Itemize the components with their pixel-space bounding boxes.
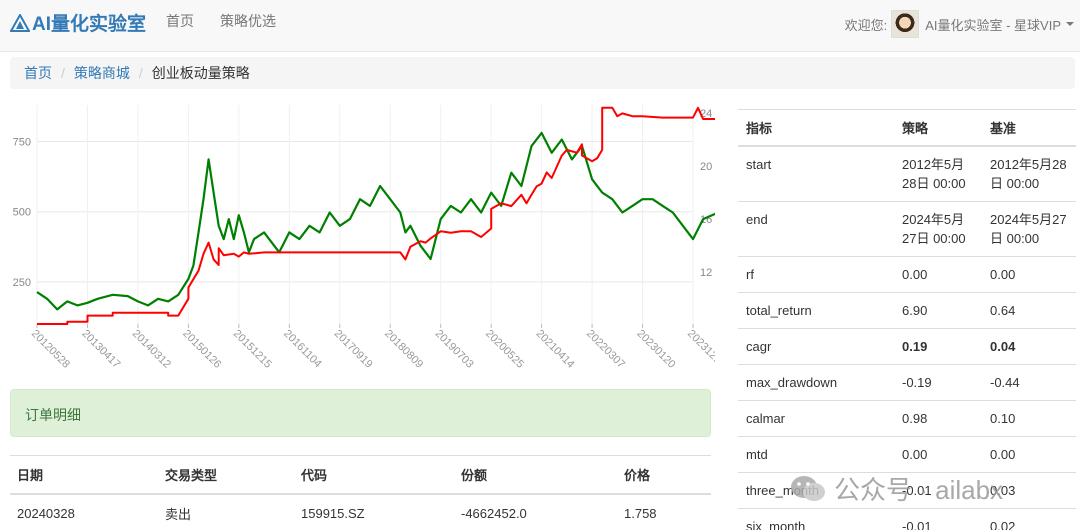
table-row: end 2024年5月27日 00:00 2024年5月27日 00:00: [738, 201, 1076, 257]
order-shares: -4662452.0: [454, 494, 617, 530]
metric-benchmark: 0.64: [982, 292, 1076, 329]
metric-name: mtd: [738, 436, 894, 473]
metrics-col-strategy: 策略: [894, 109, 982, 147]
brand[interactable]: AI量化实验室: [10, 9, 146, 36]
metric-name: max_drawdown: [738, 364, 894, 401]
x-tick-label: 20161104: [281, 328, 324, 371]
breadcrumb-current: 创业板动量策略: [151, 65, 250, 81]
breadcrumb: 首页 / 策略商城 / 创业板动量策略: [10, 57, 1075, 89]
x-tick-label: 20151215: [231, 328, 274, 371]
watermark-text: 公众号 · ailabx: [834, 475, 1004, 505]
metric-name: start: [738, 145, 894, 202]
orders-col-type: 交易类型: [158, 455, 294, 495]
right-tick-label: 12: [700, 267, 712, 279]
x-tick-label: 20230120: [634, 328, 677, 371]
table-row: cagr 0.19 0.04: [738, 328, 1076, 365]
metric-benchmark: 0.04: [982, 328, 1076, 365]
x-tick-label: 20231213: [685, 328, 715, 371]
table-row: rf 0.00 0.00: [738, 256, 1076, 293]
metric-benchmark: 0.10: [982, 400, 1076, 437]
x-tick-label: 20220307: [584, 328, 627, 371]
user-menu[interactable]: 欢迎您: AI量化实验室 - 星球VIP: [845, 10, 1074, 38]
right-tick-label: 20: [700, 161, 712, 173]
left-tick-label: 750: [13, 137, 31, 149]
breadcrumb-store[interactable]: 策略商城: [73, 65, 130, 81]
orders-alert-text: 订单明细: [25, 407, 81, 423]
x-tick-label: 20200525: [483, 328, 526, 371]
order-code: 159915.SZ: [294, 494, 454, 530]
welcome-label: 欢迎您:: [844, 17, 888, 33]
metric-name: rf: [738, 256, 894, 293]
order-date: 20240328: [10, 494, 158, 530]
strategy-series-line: [37, 106, 715, 325]
left-tick-label: 500: [13, 207, 31, 219]
metric-strategy: 6.90: [894, 292, 982, 329]
metric-benchmark: 2012年5月28日 00:00: [982, 145, 1076, 202]
table-row: calmar 0.98 0.10: [738, 400, 1076, 437]
wechat-icon: [791, 475, 825, 501]
brand-label: AI量化实验室: [32, 14, 147, 35]
metric-benchmark: -0.44: [982, 364, 1076, 401]
table-row: six_month -0.01 0.02: [738, 508, 1076, 530]
x-tick-label: 20190703: [433, 328, 476, 371]
order-type: 卖出: [158, 494, 294, 530]
x-tick-label: 20120528: [29, 328, 72, 371]
nav-home[interactable]: 首页: [166, 13, 194, 29]
orders-col-code: 代码: [294, 455, 454, 495]
metrics-col-name: 指标: [738, 109, 894, 147]
metric-strategy: 2012年5月28日 00:00: [894, 145, 982, 202]
navbar: AI量化实验室 首页 策略优选 欢迎您: AI量化实验室 - 星球VIP: [0, 0, 1080, 52]
orders-col-shares: 份额: [454, 455, 617, 495]
metric-name: calmar: [738, 400, 894, 437]
orders-alert: 订单明细: [10, 389, 711, 437]
user-name: AI量化实验室 - 星球VIP: [925, 17, 1061, 33]
x-tick-label: 20170919: [332, 328, 375, 371]
metric-benchmark: 0.00: [982, 436, 1076, 473]
metric-strategy: 2024年5月27日 00:00: [894, 201, 982, 257]
table-row: max_drawdown -0.19 -0.44: [738, 364, 1076, 401]
metrics-header-row: 指标 策略 基准: [738, 109, 1076, 147]
avatar: [891, 10, 920, 38]
table-row: start 2012年5月28日 00:00 2012年5月28日 00:00: [738, 145, 1076, 202]
metric-strategy: -0.01: [894, 472, 982, 509]
orders-col-price: 价格: [617, 455, 711, 495]
table-row: three_month -0.01 0.03: [738, 472, 1076, 509]
metrics-col-benchmark: 基准: [982, 109, 1076, 147]
logo-icon: [10, 13, 30, 32]
orders-col-date: 日期: [10, 455, 158, 495]
table-row: total_return 6.90 0.64: [738, 292, 1076, 329]
metric-strategy: -0.19: [894, 364, 982, 401]
x-tick-label: 20150126: [180, 328, 223, 371]
breadcrumb-home[interactable]: 首页: [24, 65, 52, 81]
metric-strategy: -0.01: [894, 508, 982, 530]
order-price: 1.758: [617, 494, 711, 530]
table-row: mtd 0.00 0.00: [738, 436, 1076, 473]
metric-strategy: 0.00: [894, 256, 982, 293]
x-tick-label: 20130417: [79, 328, 122, 371]
metric-strategy: 0.00: [894, 436, 982, 473]
metrics-table: 指标 策略 基准 start 2012年5月28日 00:00 2012年5月28日…: [738, 109, 1076, 530]
metric-benchmark: 0.03: [982, 472, 1076, 509]
metric-benchmark: 0.02: [982, 508, 1076, 530]
watermark: 公众号 · ailabx: [790, 470, 1003, 507]
caret-down-icon: [1066, 22, 1074, 26]
orders-header-row: 日期 交易类型 代码 份额 价格: [10, 455, 711, 495]
metric-name: end: [738, 201, 894, 257]
metric-benchmark: 0.00: [982, 256, 1076, 293]
metric-name: cagr: [738, 328, 894, 365]
orders-table: 日期 交易类型 代码 份额 价格 20240328 卖出 159915.SZ -…: [10, 455, 711, 530]
table-row: 20240328 卖出 159915.SZ -4662452.0 1.758: [10, 494, 711, 530]
x-tick-label: 20210414: [533, 328, 576, 371]
metric-benchmark: 2024年5月27日 00:00: [982, 201, 1076, 257]
left-tick-label: 250: [13, 277, 31, 289]
metric-name: total_return: [738, 292, 894, 329]
metric-strategy: 0.19: [894, 328, 982, 365]
metric-strategy: 0.98: [894, 400, 982, 437]
benchmark-series-line: [36, 131, 715, 311]
nav-strategy-picks[interactable]: 策略优选: [220, 13, 276, 29]
x-tick-label: 20140312: [130, 328, 173, 371]
x-tick-label: 20180809: [382, 328, 425, 371]
metric-name: six_month: [738, 508, 894, 530]
